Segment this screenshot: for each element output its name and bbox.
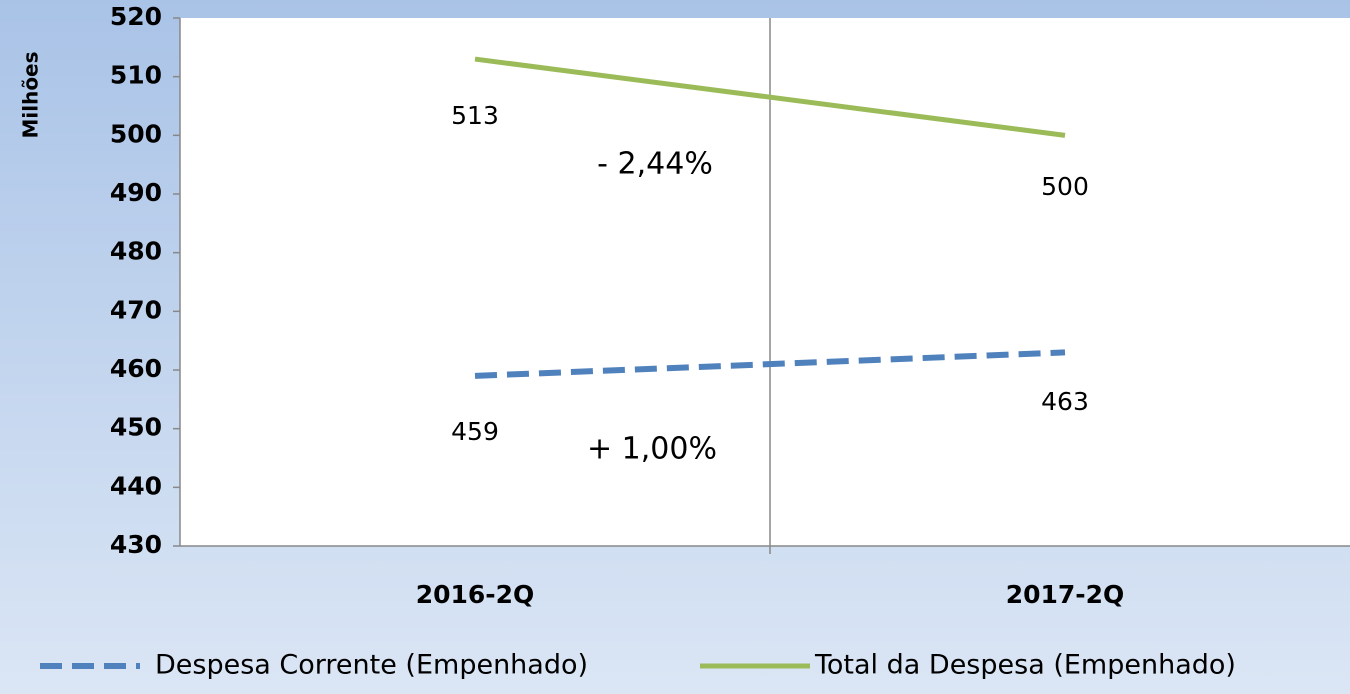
data-label: 463: [1041, 387, 1089, 416]
x-tick-label: 2017-2Q: [1006, 580, 1125, 609]
legend-label: Despesa Corrente (Empenhado): [155, 650, 588, 681]
y-tick-label: 480: [110, 237, 162, 266]
plot-area: [180, 18, 1350, 546]
y-tick-label: 510: [110, 61, 162, 90]
x-tick-label: 2016-2Q: [416, 580, 535, 609]
data-label: 459: [451, 417, 499, 446]
y-tick-label: 520: [110, 2, 162, 31]
y-tick-label: 450: [110, 413, 162, 442]
y-tick-label: 430: [110, 530, 162, 559]
y-axis-label: Milhões: [19, 51, 43, 138]
legend-label: Total da Despesa (Empenhado): [814, 650, 1236, 681]
annotation: + 1,00%: [587, 432, 717, 467]
series-line: [474, 349, 1066, 379]
y-tick-label: 460: [110, 354, 162, 383]
y-tick-label: 500: [110, 119, 162, 148]
series-line: [474, 56, 1066, 138]
data-label: 500: [1041, 172, 1089, 201]
data-label: 513: [451, 101, 499, 130]
y-tick-label: 470: [110, 295, 162, 324]
y-tick-label: 440: [110, 471, 162, 500]
annotation: - 2,44%: [597, 147, 713, 182]
y-tick-label: 490: [110, 178, 162, 207]
